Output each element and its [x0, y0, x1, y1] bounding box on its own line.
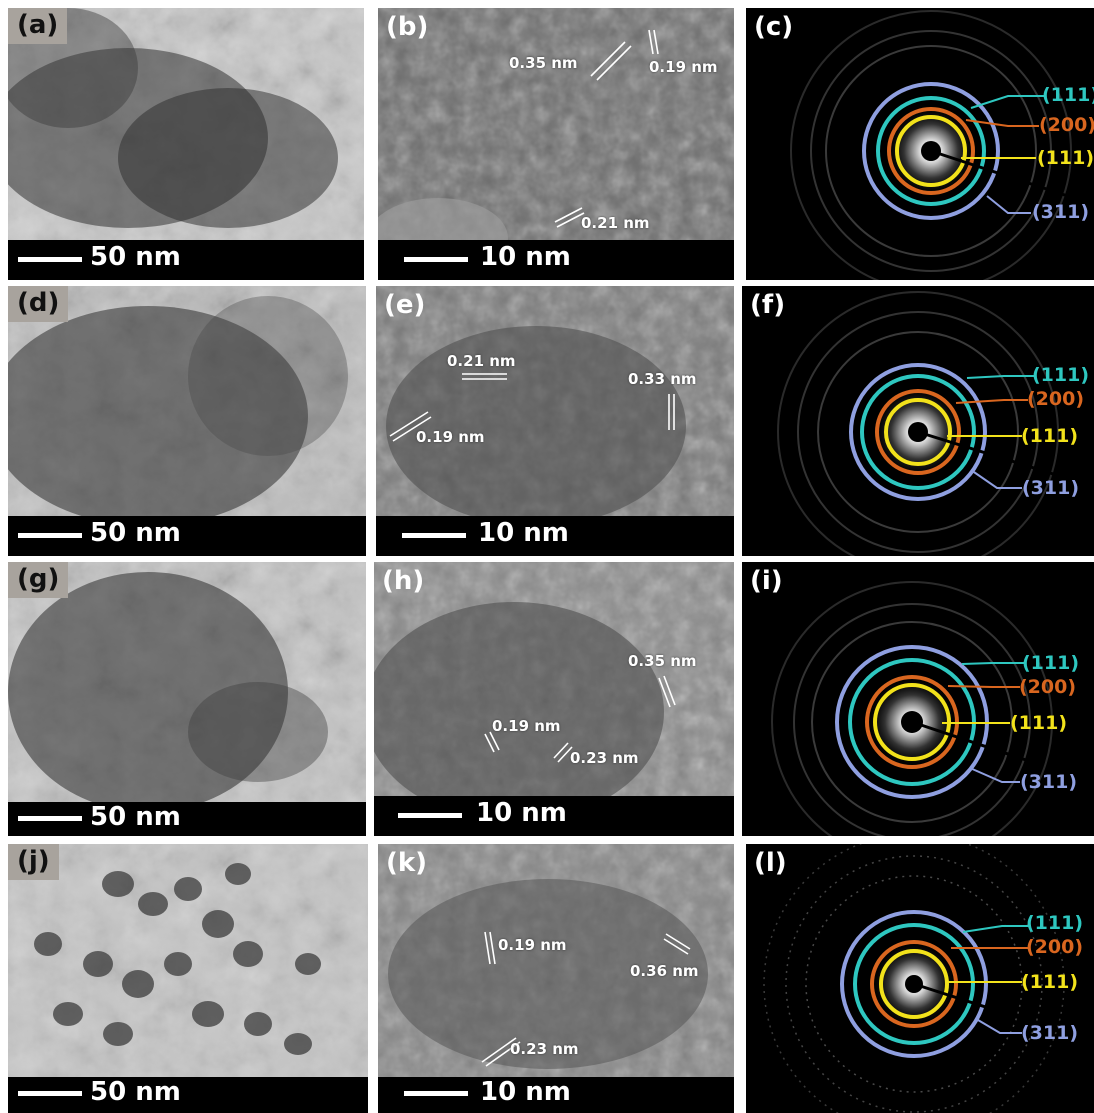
- scale-bar: 50 nm: [8, 240, 364, 280]
- lattice-spacing-label: 0.23 nm: [510, 1040, 579, 1058]
- scale-bar-text: 50 nm: [90, 802, 181, 832]
- lattice-spacing-label: 0.21 nm: [581, 214, 650, 232]
- scale-bar-line: [18, 1091, 82, 1096]
- hrtem-image: [378, 844, 734, 1113]
- panel-label: (j): [8, 844, 59, 880]
- panel-label: (l): [754, 848, 787, 878]
- scale-bar-line: [404, 1091, 468, 1096]
- saed-pattern: [742, 562, 1094, 836]
- scale-bar-text: 10 nm: [480, 1077, 571, 1107]
- scale-bar-text: 50 nm: [90, 242, 181, 272]
- saed-pattern: [746, 844, 1094, 1113]
- scale-bar: 50 nm: [8, 516, 366, 556]
- scale-bar-line: [18, 533, 82, 538]
- panel-label: (e): [384, 290, 426, 320]
- scale-bar: 50 nm: [8, 802, 366, 836]
- panel-label: (a): [8, 8, 68, 44]
- miller-index-label: (111): [1022, 652, 1080, 674]
- panel-g-tem-50nm: (g) 50 nm: [8, 562, 366, 836]
- lattice-spacing-label: 0.19 nm: [498, 936, 567, 954]
- miller-index-label: (111): [1021, 425, 1079, 447]
- panel-d-tem-50nm: (d) 50 nm: [8, 286, 366, 556]
- lattice-spacing-label: 0.33 nm: [628, 370, 697, 388]
- tem-image: [8, 844, 368, 1113]
- miller-index-label: (311): [1032, 201, 1090, 223]
- lattice-spacing-label: 0.19 nm: [416, 428, 485, 446]
- panel-a-tem-50nm: (a) 50 nm: [8, 8, 364, 280]
- scale-bar-text: 50 nm: [90, 1077, 181, 1107]
- miller-index-label: (111): [1026, 912, 1084, 934]
- miller-index-label: (311): [1022, 477, 1080, 499]
- scale-bar-text: 10 nm: [480, 242, 571, 272]
- lattice-spacing-label: 0.35 nm: [628, 652, 697, 670]
- miller-index-label: (111): [1037, 147, 1094, 169]
- panel-label: (g): [8, 562, 69, 598]
- panel-j-tem-50nm: (j) 50 nm: [8, 844, 368, 1113]
- scale-bar-line: [402, 533, 466, 538]
- scale-bar-line: [398, 813, 462, 818]
- miller-index-label: (200): [1026, 936, 1084, 958]
- panel-label: (i): [750, 566, 783, 596]
- scale-bar-text: 10 nm: [478, 518, 569, 548]
- scale-bar: 10 nm: [374, 796, 734, 836]
- lattice-spacing-label: 0.35 nm: [509, 54, 578, 72]
- panel-h-hrtem-10nm: (h) 0.35 nm 0.19 nm 0.23 nm 10 nm: [374, 562, 734, 836]
- panel-label: (f): [750, 290, 786, 320]
- panel-b-hrtem-10nm: (b) 0.35 nm 0.19 nm 0.21 nm 10 nm: [378, 8, 734, 280]
- hrtem-image: [374, 562, 734, 836]
- tem-image: [8, 562, 366, 836]
- scale-bar: 10 nm: [378, 240, 734, 280]
- scale-bar-text: 50 nm: [90, 518, 181, 548]
- saed-pattern: [746, 8, 1094, 280]
- miller-index-label: (111): [1042, 84, 1094, 106]
- miller-index-label: (200): [1039, 114, 1094, 136]
- scale-bar-line: [18, 257, 82, 262]
- hrtem-image: [378, 8, 734, 280]
- panel-label: (k): [386, 848, 428, 878]
- miller-index-label: (111): [1021, 971, 1079, 993]
- tem-image: [8, 8, 364, 280]
- panel-k-hrtem-10nm: (k) 0.19 nm 0.36 nm 0.23 nm 10 nm: [378, 844, 734, 1113]
- scale-bar: 50 nm: [8, 1077, 368, 1113]
- miller-index-label: (311): [1020, 771, 1078, 793]
- panel-c-saed: (c) (111) (200) (111) (311): [746, 8, 1094, 280]
- lattice-spacing-label: 0.36 nm: [630, 962, 699, 980]
- panel-label: (c): [754, 12, 794, 42]
- panel-l-saed: (l) (111) (200) (111) (311): [746, 844, 1094, 1113]
- lattice-spacing-label: 0.19 nm: [492, 717, 561, 735]
- miller-index-label: (111): [1010, 712, 1068, 734]
- panel-label: (h): [382, 566, 425, 596]
- miller-index-label: (111): [1032, 364, 1090, 386]
- hrtem-image: [376, 286, 734, 556]
- panel-label: (d): [8, 286, 69, 322]
- miller-index-label: (200): [1027, 388, 1085, 410]
- scale-bar-text: 10 nm: [476, 798, 567, 828]
- scale-bar: 10 nm: [378, 1077, 734, 1113]
- panel-f-saed: (f) (111) (200) (111) (311): [742, 286, 1094, 556]
- panel-i-saed: (i) (111) (200) (111) (311): [742, 562, 1094, 836]
- lattice-spacing-label: 0.23 nm: [570, 749, 639, 767]
- lattice-spacing-label: 0.21 nm: [447, 352, 516, 370]
- miller-index-label: (311): [1021, 1022, 1079, 1044]
- panel-e-hrtem-10nm: (e) 0.21 nm 0.33 nm 0.19 nm 10 nm: [376, 286, 734, 556]
- scale-bar: 10 nm: [376, 516, 734, 556]
- lattice-spacing-label: 0.19 nm: [649, 58, 718, 76]
- miller-index-label: (200): [1019, 676, 1077, 698]
- tem-image: [8, 286, 366, 556]
- panel-label: (b): [386, 12, 429, 42]
- scale-bar-line: [404, 257, 468, 262]
- saed-pattern: [742, 286, 1094, 556]
- scale-bar-line: [18, 816, 82, 821]
